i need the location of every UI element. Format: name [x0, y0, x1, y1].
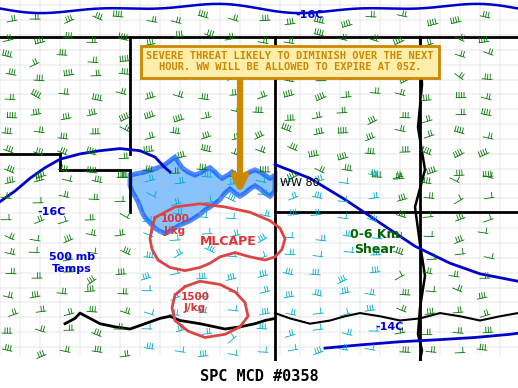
Text: -16C: -16C [38, 207, 66, 217]
Text: SEVERE THREAT LIKELY TO DIMINISH OVER THE NEXT
HOUR. WW WILL BE ALLOWED TO EXPIR: SEVERE THREAT LIKELY TO DIMINISH OVER TH… [146, 51, 434, 72]
Text: 1500
J/kg: 1500 J/kg [180, 292, 209, 313]
Text: 0-6 Km
Shear: 0-6 Km Shear [350, 228, 400, 256]
Text: 500 mb
Temps: 500 mb Temps [49, 253, 95, 274]
Polygon shape [130, 157, 275, 234]
Text: 1000
J/kg: 1000 J/kg [161, 214, 190, 236]
Text: -16C: -16C [296, 10, 324, 20]
Text: WW 80: WW 80 [280, 178, 320, 187]
Text: -14C: -14C [376, 322, 404, 332]
Text: MLCAPE: MLCAPE [199, 236, 256, 248]
Text: SPC MCD #0358: SPC MCD #0358 [199, 369, 319, 384]
